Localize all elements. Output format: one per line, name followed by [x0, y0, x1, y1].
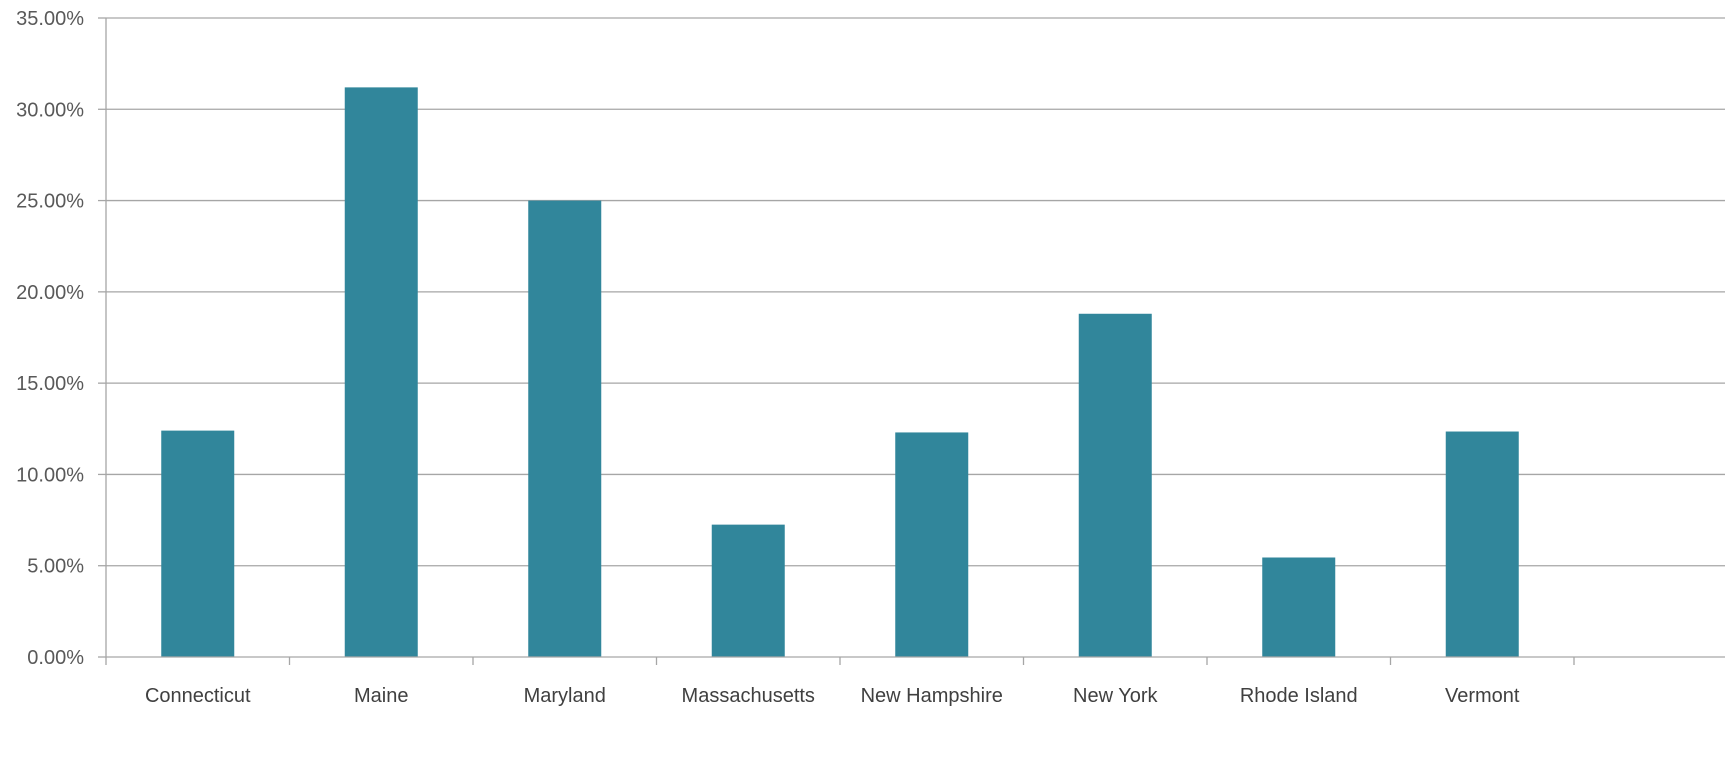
x-category-label: Maine — [354, 685, 408, 707]
y-tick-label: 15.00% — [16, 373, 84, 395]
bar-new-york — [1078, 313, 1152, 657]
bar-massachusetts — [711, 524, 785, 657]
y-tick-label: 35.00% — [16, 8, 84, 30]
axes — [98, 17, 1725, 665]
bar-connecticut — [161, 430, 235, 657]
y-axis-tick-labels: 0.00% 5.00% 10.00% 15.00% 20.00% 25.00% 30.00%… — [16, 8, 84, 669]
x-axis-category-labels: Connecticut Maine Maryland Massachusetts New… — [145, 685, 1520, 707]
y-tick-label: 0.00% — [27, 647, 84, 669]
y-tick-label: 25.00% — [16, 191, 84, 213]
x-category-label: Massachusetts — [682, 685, 815, 707]
x-category-label: New Hampshire — [861, 685, 1003, 707]
bar-rhode-island — [1262, 557, 1336, 657]
y-tick-label: 5.00% — [27, 556, 84, 578]
bar-maine — [344, 87, 418, 658]
x-category-label: Connecticut — [145, 685, 251, 707]
y-tick-label: 20.00% — [16, 282, 84, 304]
bar-maryland — [528, 200, 602, 658]
x-category-label: Vermont — [1445, 685, 1520, 707]
bar-new-hampshire — [895, 432, 969, 657]
bars — [161, 87, 1519, 658]
x-category-label: Rhode Island — [1240, 685, 1358, 707]
y-tick-label: 10.00% — [16, 464, 84, 486]
x-category-label: New York — [1073, 685, 1158, 707]
y-tick-label: 30.00% — [16, 99, 84, 121]
bar-vermont — [1445, 431, 1519, 657]
x-category-label: Maryland — [524, 685, 606, 707]
